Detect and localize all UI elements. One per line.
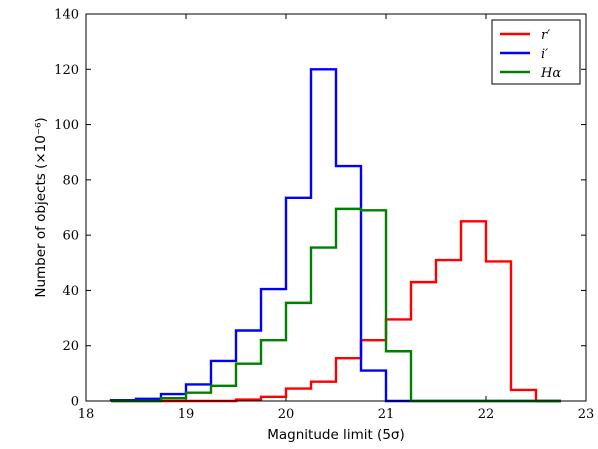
legend-label: r′ [541, 28, 550, 43]
y-tick-label: 140 [54, 8, 79, 23]
x-tick-label: 18 [78, 407, 95, 422]
y-axis-label: Number of objects (×10⁻⁶) [33, 117, 49, 297]
x-tick-label: 20 [278, 407, 295, 422]
legend-label: i′ [541, 47, 548, 62]
y-tick-label: 0 [71, 395, 79, 410]
y-tick-label: 80 [62, 173, 79, 188]
y-tick-label: 100 [54, 118, 79, 133]
legend: r′ i′ Hα [491, 19, 581, 85]
y-tick-label: 40 [62, 284, 79, 299]
x-tick-label: 23 [578, 407, 595, 422]
x-axis-label: Magnitude limit (5σ) [267, 427, 404, 443]
plot-frame [85, 13, 587, 402]
x-tick-label: 22 [478, 407, 495, 422]
x-tick-label: 19 [178, 407, 195, 422]
y-tick-label: 20 [62, 339, 79, 354]
y-tick-label: 60 [62, 229, 79, 244]
legend-label: Hα [540, 66, 561, 81]
x-tick-label: 21 [378, 407, 395, 422]
series-layer [109, 68, 561, 403]
x-axis-ticks: 18 19 20 21 22 23 [78, 14, 595, 422]
y-tick-label: 120 [54, 63, 79, 78]
